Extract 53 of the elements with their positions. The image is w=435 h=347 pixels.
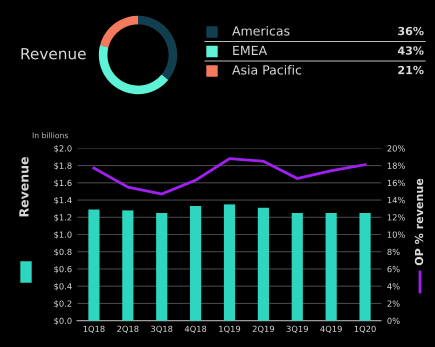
- x-tick-label: 4Q18: [184, 326, 206, 333]
- y2-tick-label: 12%: [388, 214, 405, 221]
- y-tick-label: $1.6: [54, 180, 72, 188]
- legend-label: Americas: [232, 26, 290, 36]
- x-tick-label: 1Q19: [219, 326, 240, 333]
- y2-tick-label: 18%: [388, 162, 405, 169]
- y-axis-title: Revenue: [19, 157, 29, 216]
- legend-label: Asia Pacific: [232, 64, 302, 75]
- x-tick-label: 4Q19: [320, 326, 342, 333]
- y-tick-label: $2.0: [54, 145, 72, 153]
- bar: [122, 210, 134, 321]
- y2-tick-label: 8%: [387, 248, 400, 256]
- y2-tick-label: 16%: [388, 180, 405, 186]
- data-label: 43%: [398, 46, 424, 55]
- y2-tick-label: 2%: [387, 300, 400, 307]
- data-label: 36%: [398, 26, 424, 36]
- y-tick-label: $1.2: [54, 214, 72, 222]
- bar: [359, 212, 371, 321]
- y-tick-label: $0.0: [54, 318, 72, 326]
- y2-tick-label: 14%: [388, 197, 405, 204]
- y2-tick-label: 4%: [387, 283, 400, 290]
- x-tick-label: 2Q19: [252, 326, 274, 333]
- bar: [326, 212, 337, 321]
- y-tick-label: $0.2: [54, 300, 72, 308]
- line-series: [92, 157, 366, 196]
- y-tick-label: $0.8: [54, 248, 72, 256]
- y-tick-label: $1.0: [54, 231, 72, 239]
- donut-slice: [138, 16, 178, 80]
- donut-slice: [98, 45, 168, 94]
- bar: [258, 208, 269, 321]
- y2-axis-title: OP % revenue: [414, 178, 424, 266]
- y2-tick-label: 10%: [388, 231, 405, 238]
- bar: [156, 212, 168, 321]
- x-tick-label: 2Q18: [117, 326, 138, 333]
- x-tick-label: 3Q18: [151, 326, 172, 333]
- y2-tick-label: 0%: [387, 318, 400, 324]
- y-tick-label: $1.4: [54, 196, 72, 204]
- x-tick-label: 3Q19: [286, 326, 308, 333]
- y-tick-label: $0.6: [54, 266, 72, 274]
- text: Revenue: [22, 48, 86, 60]
- bar: [190, 206, 202, 321]
- x-tick-label: 1Q20: [354, 326, 376, 333]
- y2-tick-label: 20%: [387, 145, 405, 152]
- bar: [88, 210, 100, 321]
- legend-label: EMEA: [233, 46, 268, 55]
- bar: [224, 204, 236, 321]
- bar: [292, 212, 303, 321]
- x-tick-label: 1Q18: [84, 326, 105, 333]
- y2-tick-label: 6%: [387, 266, 400, 272]
- y-tick-label: $1.8: [54, 162, 72, 170]
- data-label: 21%: [398, 66, 424, 74]
- donut-slice: [100, 16, 138, 48]
- y-tick-label: $0.4: [54, 283, 72, 291]
